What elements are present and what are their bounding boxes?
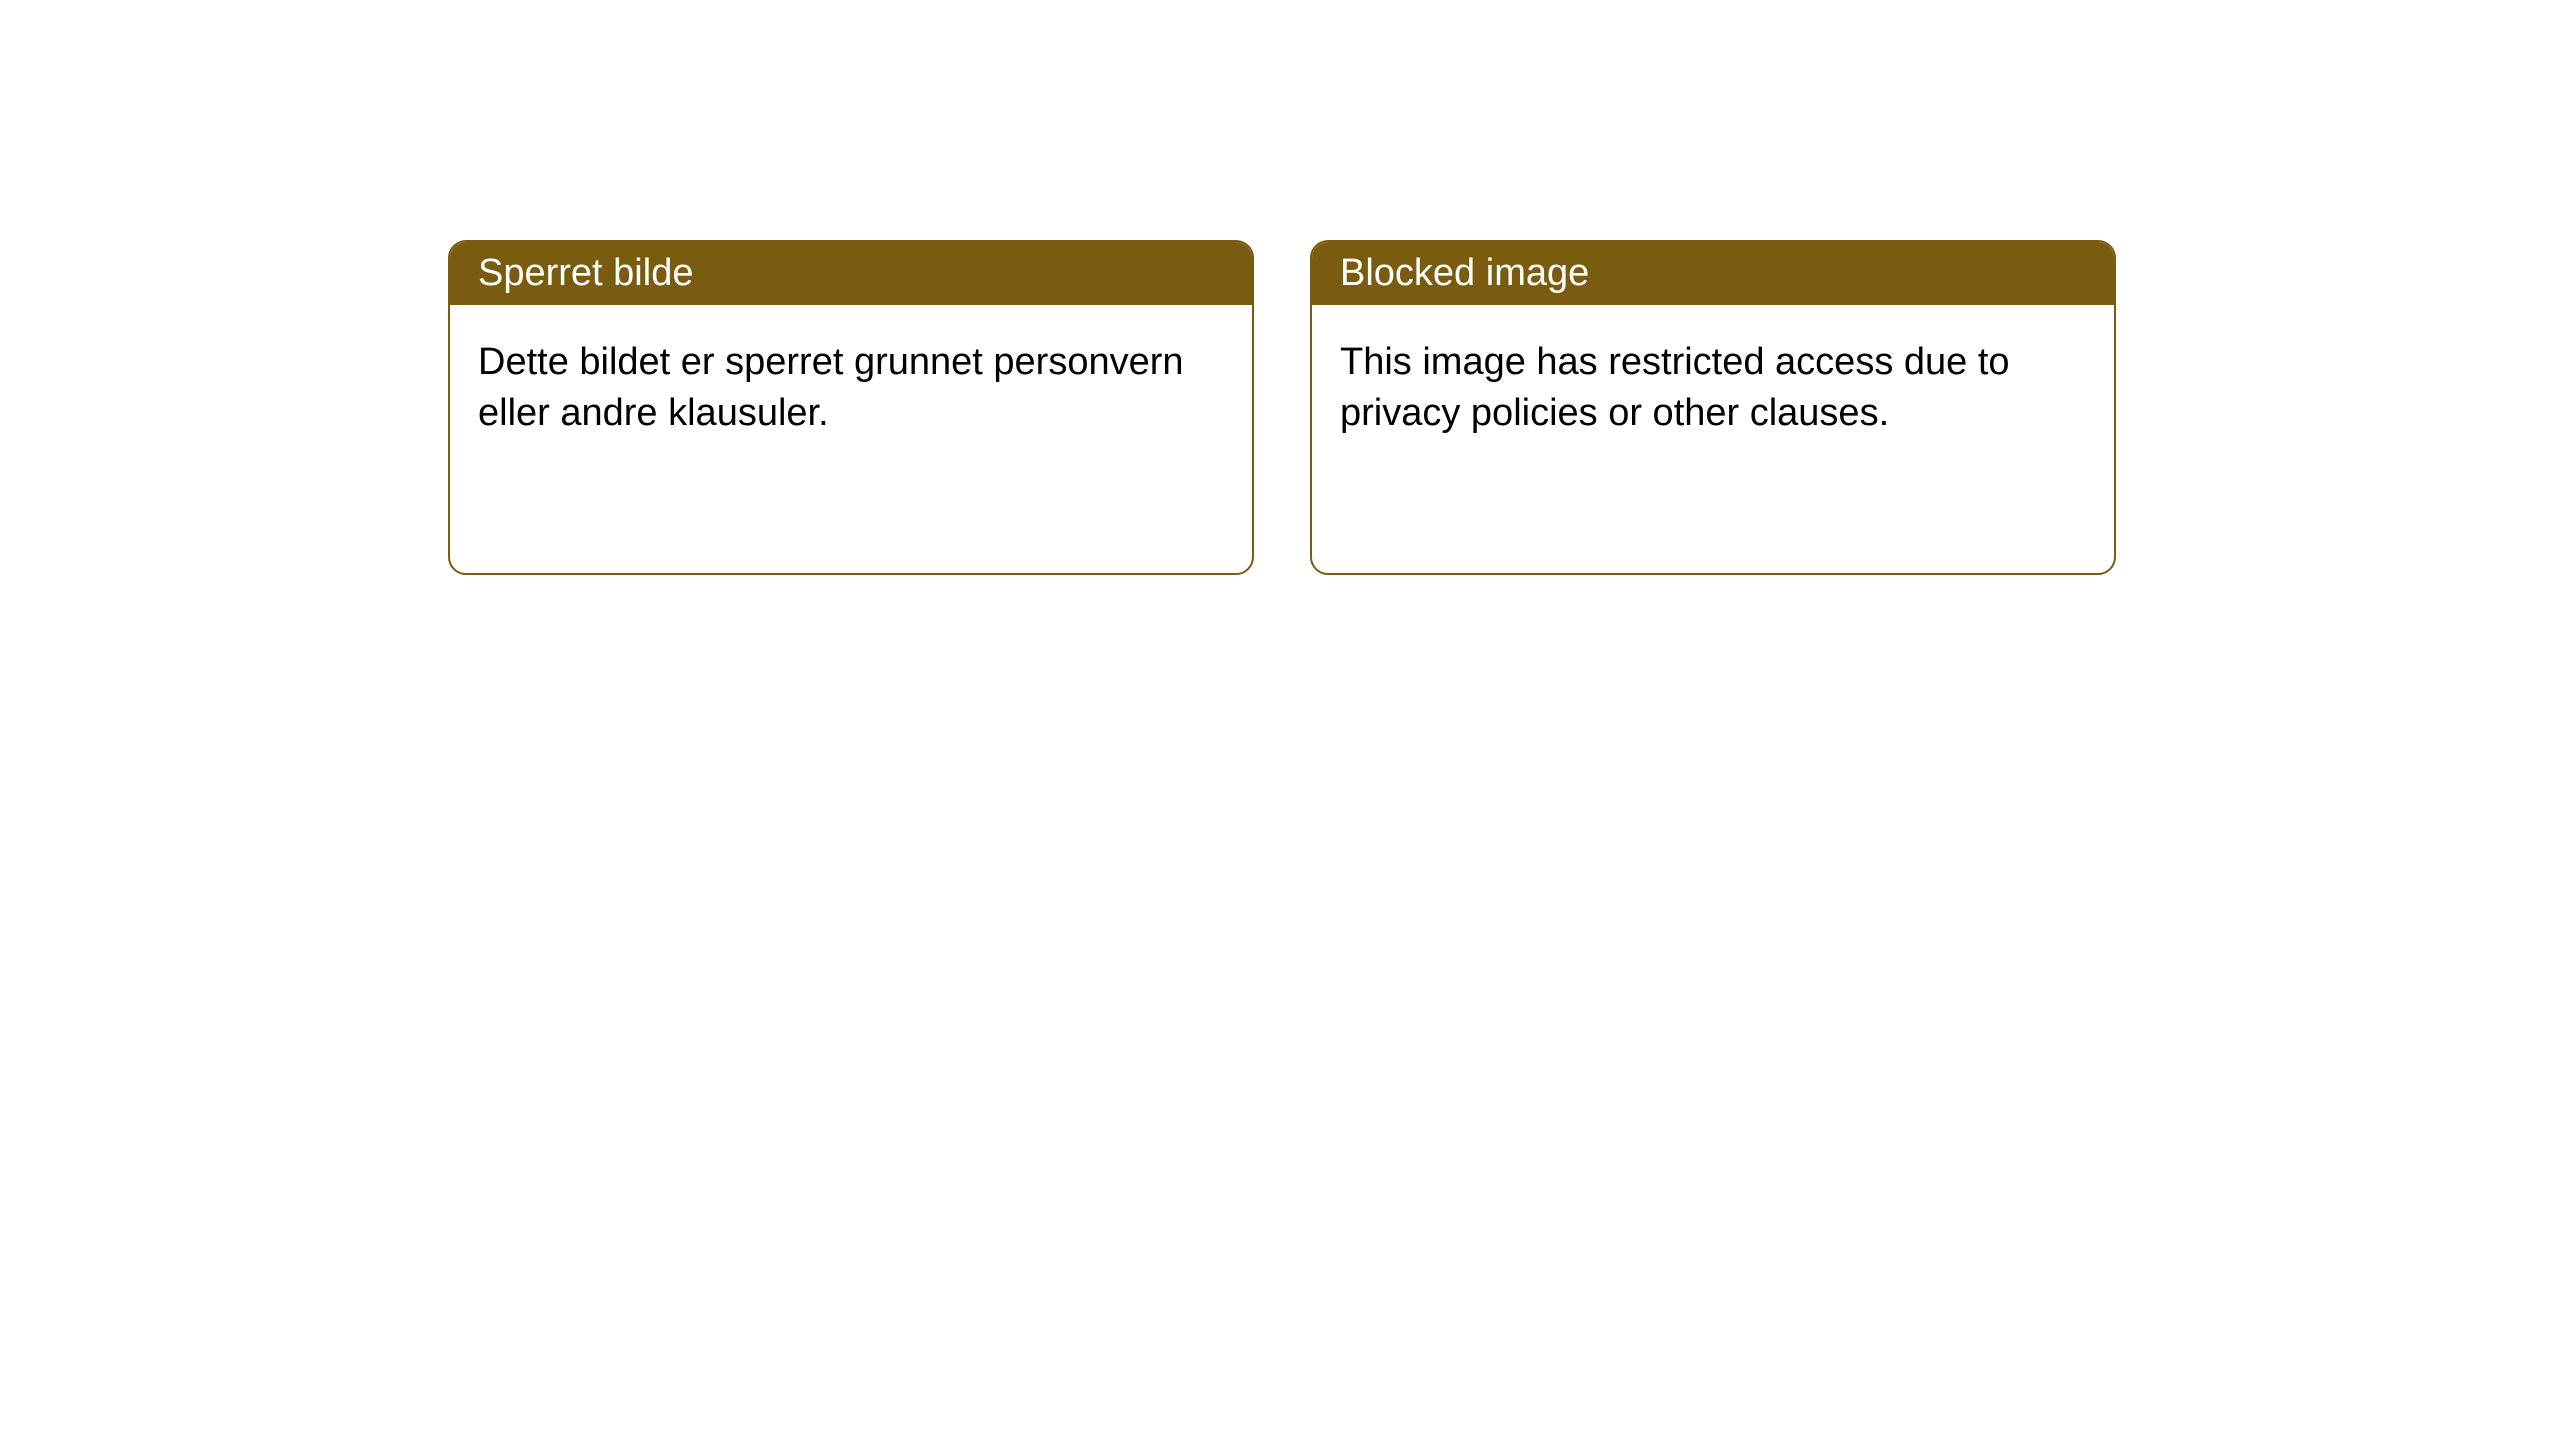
notice-body-text: This image has restricted access due to …	[1340, 341, 2010, 434]
notice-title: Sperret bilde	[478, 252, 693, 294]
notice-header: Blocked image	[1312, 242, 2114, 305]
notice-title: Blocked image	[1340, 252, 1589, 294]
notice-container: Sperret bilde Dette bildet er sperret gr…	[0, 0, 2560, 575]
notice-body-text: Dette bildet er sperret grunnet personve…	[478, 341, 1184, 434]
notice-card-norwegian: Sperret bilde Dette bildet er sperret gr…	[448, 240, 1254, 575]
notice-header: Sperret bilde	[450, 242, 1252, 305]
notice-body: This image has restricted access due to …	[1312, 305, 2114, 472]
notice-card-english: Blocked image This image has restricted …	[1310, 240, 2116, 575]
notice-body: Dette bildet er sperret grunnet personve…	[450, 305, 1252, 472]
